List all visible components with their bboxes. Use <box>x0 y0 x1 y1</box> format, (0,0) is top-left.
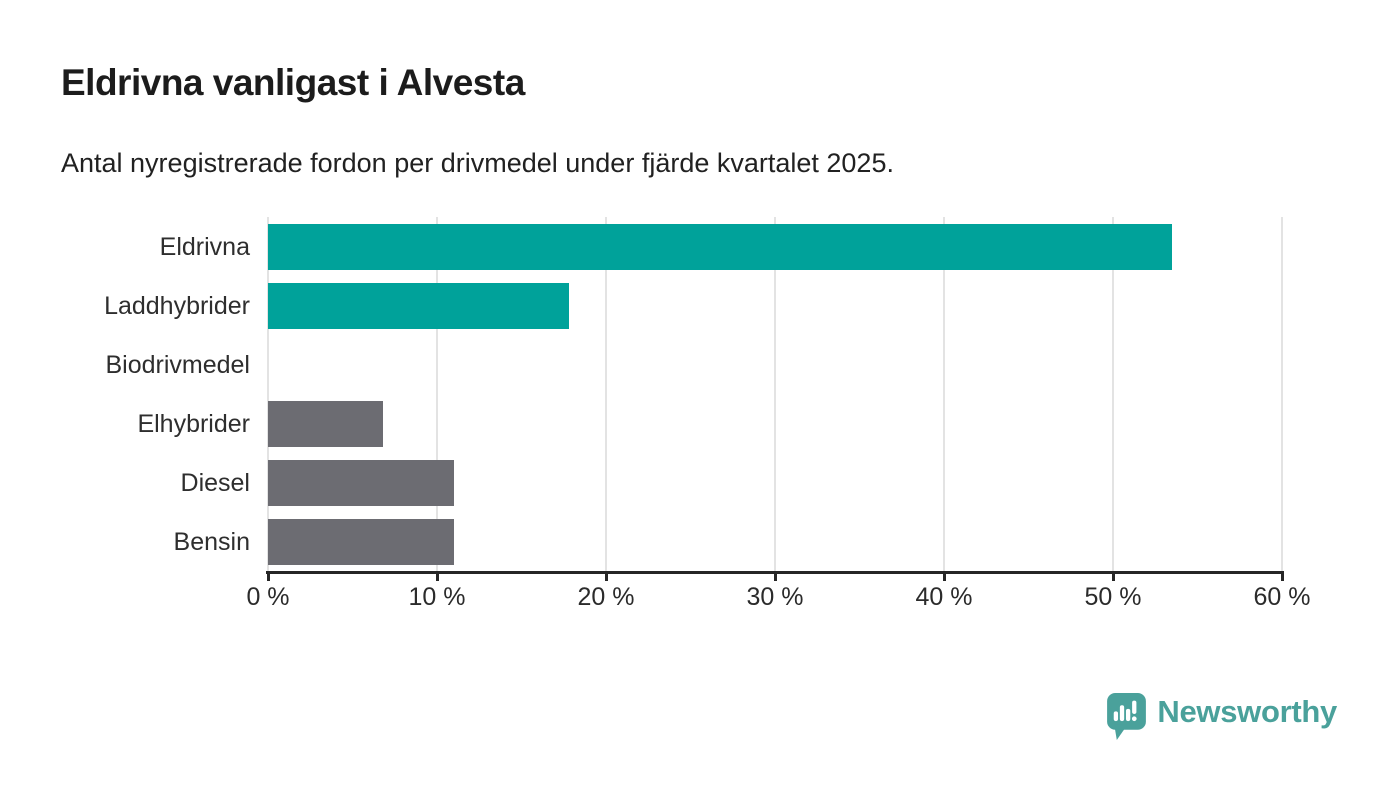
gridline <box>605 217 607 571</box>
bar <box>268 519 454 566</box>
gridline <box>943 217 945 571</box>
x-axis-tick-label: 60 % <box>1253 583 1311 611</box>
gridline <box>436 217 438 571</box>
category-label: Diesel <box>180 469 250 498</box>
x-axis-tick-label: 20 % <box>577 583 635 611</box>
bar <box>268 223 1173 270</box>
newsworthy-logo: Newsworthy <box>1106 692 1337 741</box>
gridline <box>774 217 776 571</box>
category-label: Elhybrider <box>137 410 250 439</box>
category-label: Laddhybrider <box>104 291 250 320</box>
x-axis-tick <box>774 573 777 581</box>
x-axis-tick <box>605 573 608 581</box>
newsworthy-wordmark: Newsworthy <box>1157 694 1337 729</box>
gridline <box>1112 217 1114 571</box>
x-axis-tick-label: 50 % <box>1084 583 1142 611</box>
chart-subtitle: Antal nyregistrerade fordon per drivmede… <box>61 148 894 178</box>
x-axis-tick <box>943 573 946 581</box>
gridline <box>267 217 269 571</box>
category-label: Eldrivna <box>159 232 250 261</box>
x-axis-tick-label: 30 % <box>746 583 804 611</box>
category-label: Bensin <box>173 528 250 557</box>
bar <box>268 460 454 507</box>
x-axis-tick <box>436 573 439 581</box>
category-label: Biodrivmedel <box>105 350 250 379</box>
x-axis-tick <box>1112 573 1115 581</box>
x-axis-line <box>266 571 1284 574</box>
x-axis-tick-label: 0 % <box>246 583 290 611</box>
bar <box>268 282 569 329</box>
bar <box>268 401 383 448</box>
x-axis-tick <box>1281 573 1284 581</box>
x-axis-tick-label: 40 % <box>915 583 973 611</box>
newsworthy-speech-bubble-barchart-icon <box>1107 693 1147 740</box>
x-axis-tick <box>267 573 270 581</box>
bar-chart-plot: 0 % 10 % 20 % 30 % 40 % 50 % 60 % <box>246 217 1310 611</box>
chart-title: Eldrivna vanligast i Alvesta <box>61 62 525 103</box>
x-axis-tick-label: 10 % <box>408 583 466 611</box>
gridline <box>1281 217 1283 571</box>
